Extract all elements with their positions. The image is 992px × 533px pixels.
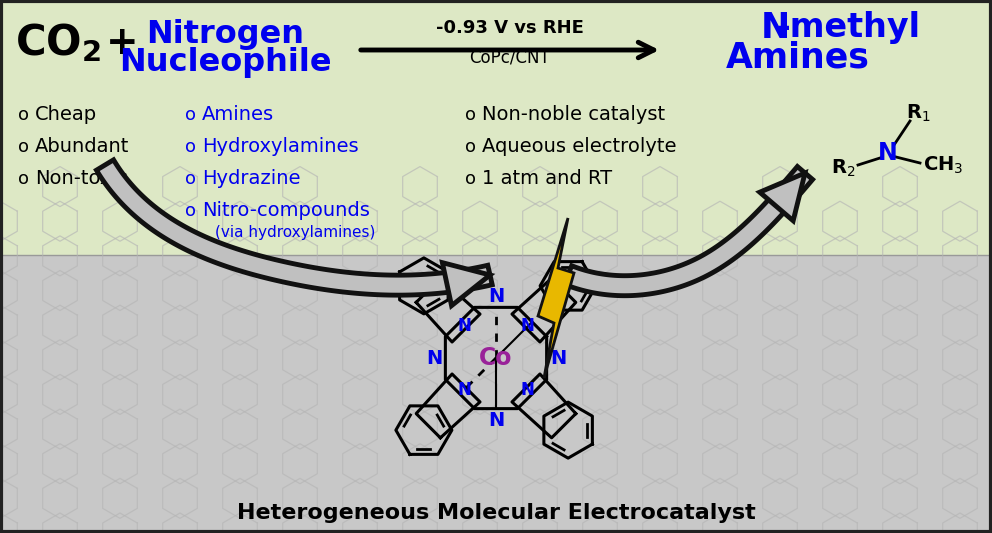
Text: Abundant: Abundant [35, 138, 129, 157]
Text: N: N [488, 410, 504, 430]
Text: N: N [550, 349, 566, 367]
Text: N: N [521, 317, 535, 335]
Text: Cheap: Cheap [35, 106, 97, 125]
Text: o: o [185, 170, 196, 188]
Text: Nitro-compounds: Nitro-compounds [202, 201, 370, 221]
Text: $\bf{N}$: $\bf{N}$ [760, 11, 788, 45]
Text: N: N [878, 141, 898, 165]
Text: N: N [521, 381, 535, 399]
Text: Amines: Amines [726, 41, 870, 75]
Text: Non-noble catalyst: Non-noble catalyst [482, 106, 665, 125]
Text: o: o [185, 138, 196, 156]
Text: o: o [185, 202, 196, 220]
Text: -methyl: -methyl [776, 12, 920, 44]
Text: $\mathbf{CO_2}$: $\mathbf{CO_2}$ [15, 21, 101, 64]
Text: Non-toxic: Non-toxic [35, 169, 128, 189]
Polygon shape [96, 160, 492, 295]
Text: Amines: Amines [202, 106, 274, 125]
Bar [0, 255, 992, 533]
Text: N: N [457, 381, 471, 399]
Text: o: o [185, 106, 196, 124]
Text: Hydrazine: Hydrazine [202, 169, 301, 189]
Text: o: o [465, 170, 476, 188]
Polygon shape [760, 173, 805, 221]
Text: Hydroxylamines: Hydroxylamines [202, 138, 359, 157]
Text: Nitrogen: Nitrogen [146, 20, 304, 51]
Text: 1 atm and RT: 1 atm and RT [482, 169, 612, 189]
Text: o: o [18, 106, 29, 124]
Text: R$_2$: R$_2$ [830, 157, 855, 179]
Text: N: N [488, 287, 504, 305]
Bar [0, 0, 992, 255]
Text: o: o [18, 138, 29, 156]
Polygon shape [442, 263, 490, 306]
Text: -0.93 V vs RHE: -0.93 V vs RHE [436, 19, 584, 37]
Text: Aqueous electrolyte: Aqueous electrolyte [482, 138, 677, 157]
Polygon shape [538, 218, 574, 378]
Text: N: N [457, 317, 471, 335]
Text: +: + [106, 24, 138, 62]
Text: o: o [18, 170, 29, 188]
Text: N: N [426, 349, 442, 367]
Text: Nucleophile: Nucleophile [119, 47, 331, 78]
Text: CH$_3$: CH$_3$ [923, 155, 963, 176]
Text: (via hydroxylamines): (via hydroxylamines) [215, 225, 375, 240]
Text: Heterogeneous Molecular Electrocatalyst: Heterogeneous Molecular Electrocatalyst [237, 503, 755, 523]
Text: o: o [465, 138, 476, 156]
Text: o: o [465, 106, 476, 124]
Text: CoPc/CNT: CoPc/CNT [469, 48, 551, 66]
Text: R$_1$: R$_1$ [906, 102, 930, 124]
Text: Co: Co [479, 346, 513, 370]
Polygon shape [564, 166, 812, 296]
